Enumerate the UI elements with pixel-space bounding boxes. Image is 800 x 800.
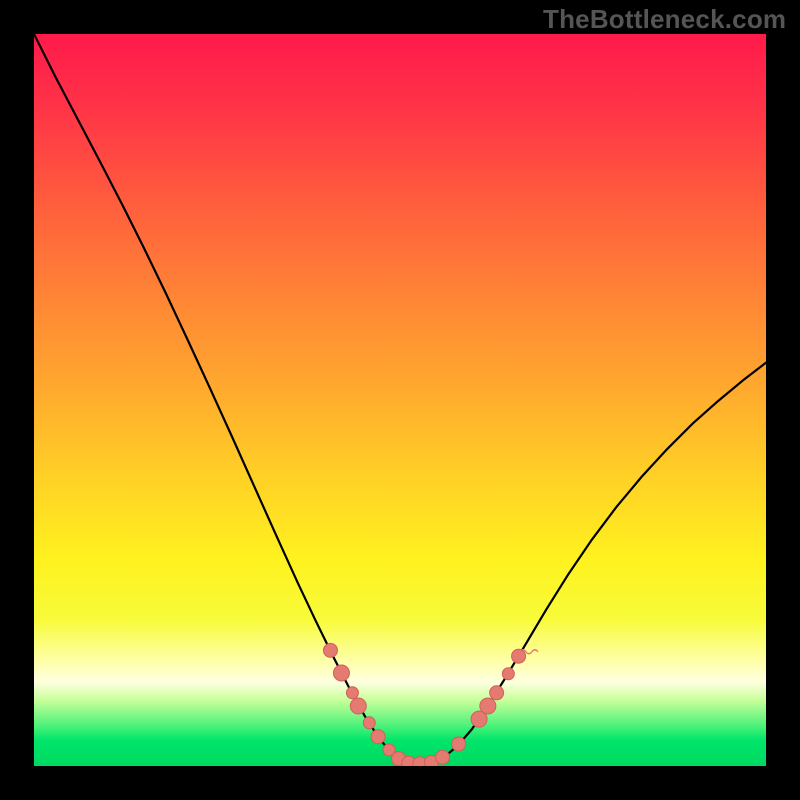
curve-marker xyxy=(452,737,466,751)
chart-svg xyxy=(34,34,766,766)
curve-marker xyxy=(350,698,366,714)
watermark-label: TheBottleneck.com xyxy=(543,4,786,35)
gradient-background xyxy=(34,34,766,766)
chart-plot-area xyxy=(34,34,766,766)
curve-marker xyxy=(323,643,337,657)
curve-marker xyxy=(333,665,349,681)
curve-marker xyxy=(512,649,526,663)
curve-marker xyxy=(435,750,449,764)
curve-marker xyxy=(490,686,504,700)
curve-marker xyxy=(480,698,496,714)
curve-marker xyxy=(346,687,358,699)
curve-marker xyxy=(502,668,514,680)
curve-marker xyxy=(363,717,375,729)
curve-marker xyxy=(371,730,385,744)
